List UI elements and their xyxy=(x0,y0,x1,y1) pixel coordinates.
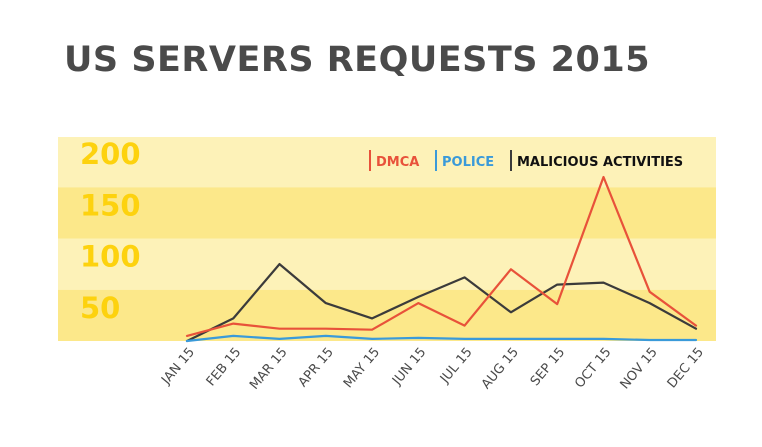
background-bands xyxy=(58,137,716,341)
legend-label: POLICE xyxy=(442,155,494,170)
y-tick-label: 150 xyxy=(80,188,141,222)
x-tick-label: JUL 15 xyxy=(437,345,476,387)
background-band xyxy=(58,137,716,188)
legend-label: MALICIOUS ACTIVITIES xyxy=(517,155,683,170)
x-tick-label: APR 15 xyxy=(296,345,337,390)
x-axis-ticks: JAN 15 FEB 15 MAR 15 APR 15 MAY 15 JUN 15 JUL … xyxy=(158,345,707,393)
y-axis-ticks: 50 100 150 200 xyxy=(80,137,141,325)
x-tick-label: JAN 15 xyxy=(158,345,198,388)
series-line-police xyxy=(185,334,698,343)
x-tick-label: OCT 15 xyxy=(572,345,614,391)
x-tick-label: JUN 15 xyxy=(389,345,429,389)
x-tick-label: AUG 15 xyxy=(479,345,522,392)
x-tick-label: DEC 15 xyxy=(665,345,707,391)
chart-title: US SERVERS REQUESTS 2015 xyxy=(64,40,651,80)
y-tick-label: 100 xyxy=(80,240,141,274)
x-tick-label: NOV 15 xyxy=(618,345,661,392)
y-tick-label: 200 xyxy=(80,137,141,171)
legend-label: DMCA xyxy=(376,155,419,170)
x-tick-label: SEP 15 xyxy=(528,345,568,389)
x-tick-label: FEB 15 xyxy=(204,345,245,389)
series-lines xyxy=(185,175,698,343)
background-band xyxy=(58,238,716,290)
x-tick-label: MAR 15 xyxy=(247,345,291,393)
series-line-malicious-activities xyxy=(185,263,698,343)
legend: DMCA POLICE MALICIOUS ACTIVITIES xyxy=(369,150,683,171)
x-tick-label: MAY 15 xyxy=(341,345,383,391)
background-band xyxy=(58,289,716,341)
y-tick-label: 50 xyxy=(80,291,120,325)
background-band xyxy=(58,187,716,239)
series-line-dmca xyxy=(185,175,698,337)
